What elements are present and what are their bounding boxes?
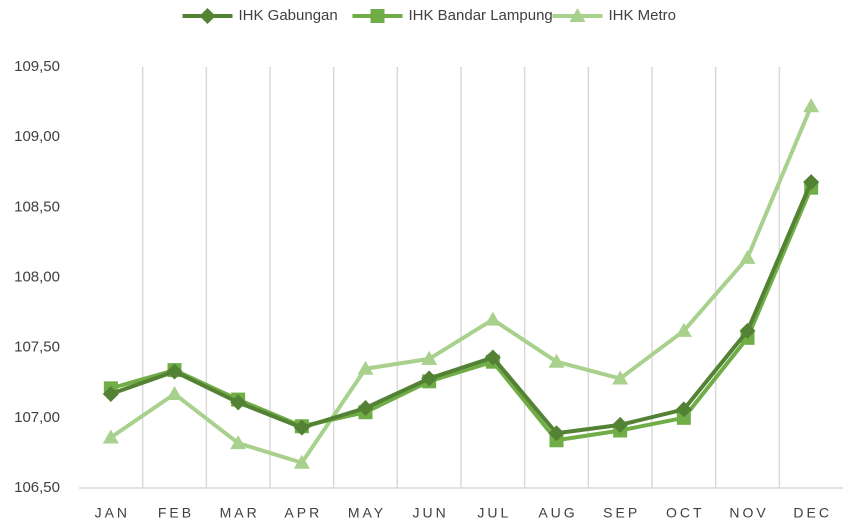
- legend-label: IHK Gabungan: [239, 7, 338, 24]
- series-marker: [803, 174, 820, 191]
- series-marker: [676, 410, 691, 425]
- series-line: [110, 181, 814, 436]
- series-marker: [739, 322, 756, 339]
- y-tick-label: 106,50: [14, 479, 60, 496]
- series-line: [109, 105, 814, 465]
- series-marker: [803, 98, 820, 113]
- series-marker: [548, 425, 565, 442]
- x-tick-label: JUL: [477, 505, 511, 521]
- y-tick-label: 107,00: [14, 409, 60, 426]
- x-tick-label: NOV: [729, 505, 768, 521]
- legend-label: IHK Bandar Lampung: [409, 7, 553, 24]
- legend-marker: [370, 9, 385, 23]
- series-marker: [293, 419, 310, 436]
- series-marker: [421, 350, 438, 365]
- legend-marker: [569, 8, 586, 22]
- x-tick-label: FEB: [158, 505, 194, 521]
- series-marker: [739, 249, 756, 264]
- y-tick-label: 108,00: [14, 268, 60, 285]
- legend-label: IHK Metro: [609, 7, 677, 24]
- series-marker: [357, 400, 374, 417]
- series-marker: [166, 385, 183, 400]
- x-tick-label: MAY: [348, 505, 386, 521]
- series-marker: [293, 454, 310, 469]
- series-marker: [484, 311, 501, 326]
- series-marker: [675, 401, 692, 418]
- series-marker: [230, 435, 247, 450]
- series-marker: [102, 429, 119, 444]
- series-marker: [612, 370, 629, 385]
- x-tick-label: DEC: [793, 505, 832, 521]
- series-marker: [102, 385, 119, 402]
- series-marker: [421, 370, 438, 387]
- x-tick-label: SEP: [603, 505, 640, 521]
- series-marker: [548, 353, 565, 368]
- x-tick-label: MAR: [220, 505, 260, 521]
- x-tick-label: AUG: [538, 505, 577, 521]
- series-marker: [230, 394, 247, 411]
- x-tick-label: APR: [284, 505, 322, 521]
- series-marker: [612, 416, 629, 433]
- series-marker: [166, 363, 183, 380]
- x-tick-label: JAN: [95, 505, 130, 521]
- x-tick-label: JUN: [413, 505, 449, 521]
- x-tick-label: OCT: [666, 505, 705, 521]
- y-tick-label: 109,50: [14, 58, 60, 75]
- series-marker: [357, 360, 374, 375]
- series-line: [110, 186, 814, 443]
- y-tick-label: 108,50: [14, 198, 60, 215]
- legend-marker: [199, 8, 216, 24]
- series-marker: [484, 349, 501, 366]
- y-tick-label: 107,50: [14, 339, 60, 356]
- series-marker: [675, 322, 692, 337]
- y-tick-label: 109,00: [14, 128, 60, 145]
